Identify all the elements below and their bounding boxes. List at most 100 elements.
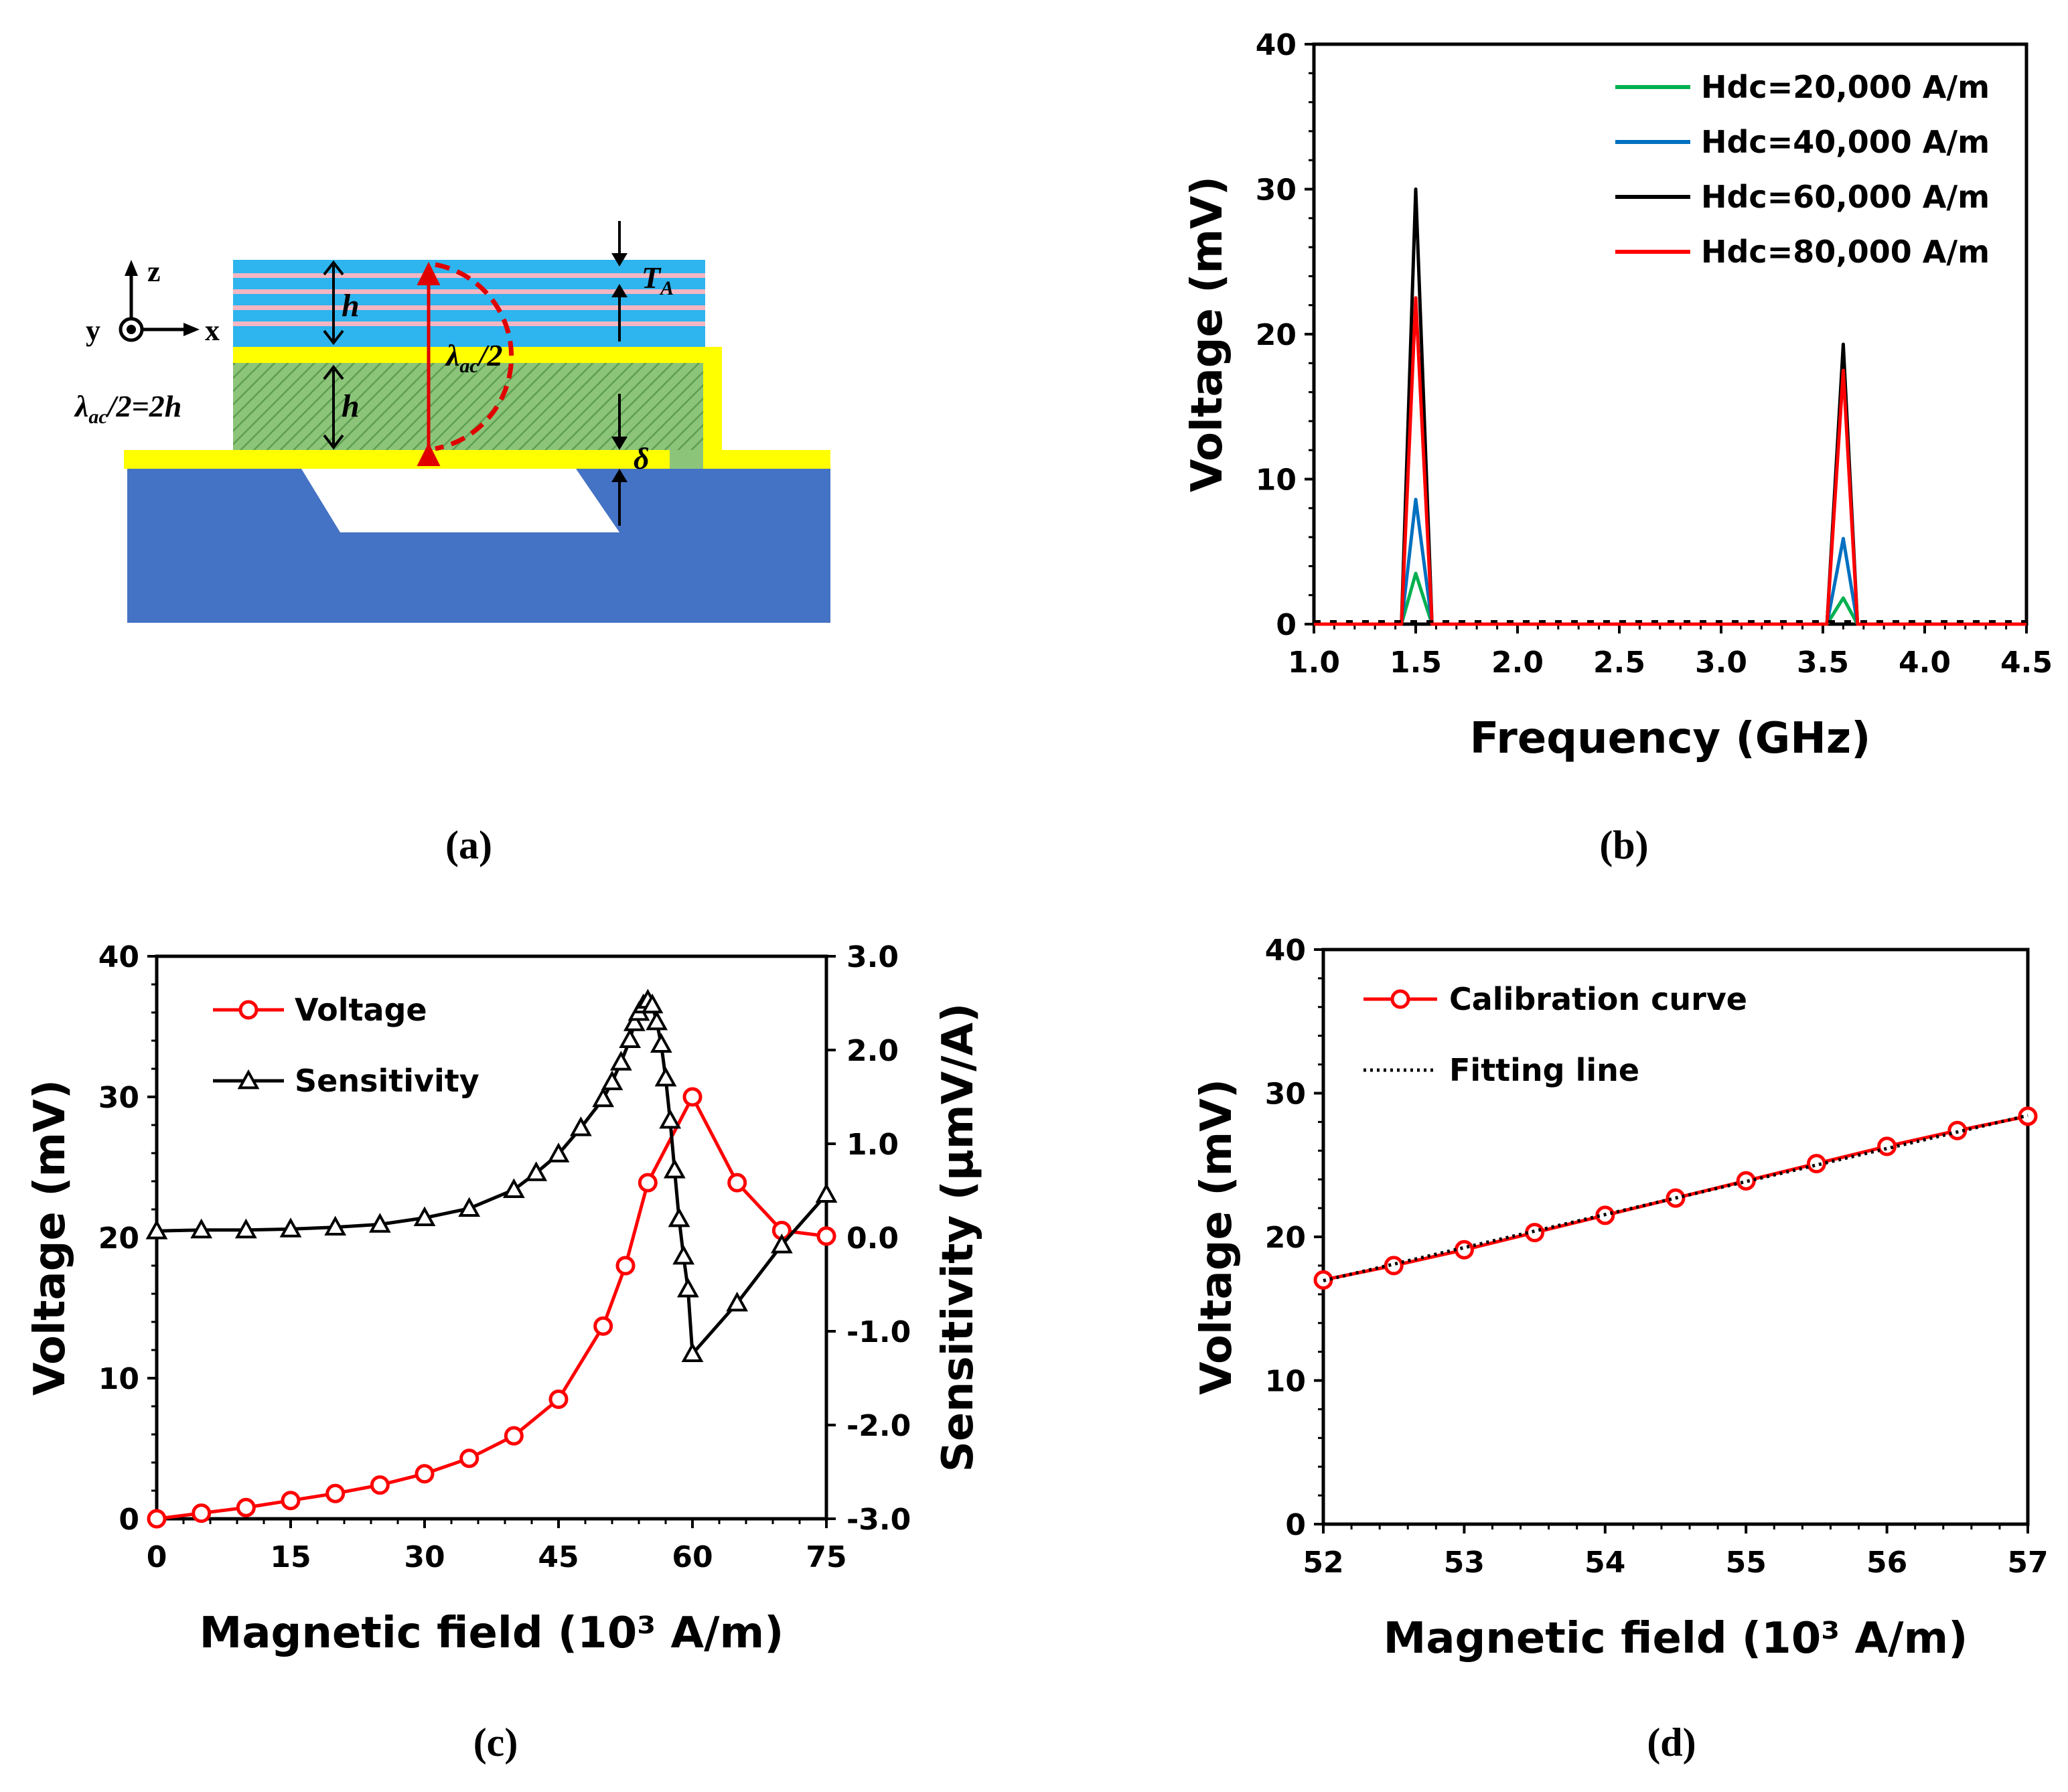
y-tick-label-d: 0 xyxy=(1285,1508,1306,1542)
data-point-c-sensitivity xyxy=(676,1277,699,1298)
panel-b-frequency-chart: 1.0 1.5 2.0 2.5 3.0 3.5 4.0 4.5 0 10 20 30 40 Frequen… xyxy=(1183,28,2053,763)
delta-marker: δ xyxy=(611,394,650,526)
multilayer xyxy=(233,260,705,347)
x-tick-label-b: 3.0 xyxy=(1695,646,1747,680)
legend-label-b-1: Hdc=40,000 A/m xyxy=(1701,124,1990,160)
data-point-c-voltage xyxy=(147,1509,167,1529)
data-point-c-voltage xyxy=(615,1256,636,1276)
series-line-c-sensitivity xyxy=(156,998,828,1356)
data-point-d-calibration-curve xyxy=(1877,1136,1897,1156)
y2-tick-label-c: 3.0 xyxy=(846,940,899,974)
data-point-c-sensitivity xyxy=(569,1116,592,1136)
y-axis-label: y xyxy=(86,314,100,347)
plot-frame-d xyxy=(1321,948,2030,1526)
lambda-half-arrow: λac/2 xyxy=(417,262,514,466)
x-tick-label-c: 60 xyxy=(672,1540,713,1574)
x-axis-title-d: Magnetic field (10³ A/m) xyxy=(1384,1614,1968,1663)
caption-a: (a) xyxy=(445,823,492,867)
series-line-b-hdc-80-000-a-m xyxy=(1314,296,2026,626)
data-point-c-sensitivity xyxy=(190,1218,213,1239)
data-point-c-sensitivity xyxy=(413,1206,436,1226)
data-point-d-calibration-curve xyxy=(1384,1256,1404,1276)
legend-label-b-3: Hdc=80,000 A/m xyxy=(1701,234,1990,270)
z-axis-label: z xyxy=(147,255,161,288)
panel-d-calibration-chart: 52 53 54 55 56 57 0 10 20 30 40 Magnetic field (10³… xyxy=(1192,934,2049,1663)
data-point-c-voltage xyxy=(192,1503,212,1523)
series-line-d-fitting-line xyxy=(1323,1114,2028,1282)
y-tick-label-c: 20 xyxy=(98,1221,139,1256)
x-tick-label-d: 52 xyxy=(1303,1546,1343,1580)
data-point-c-sensitivity xyxy=(368,1213,391,1233)
legend-label-c-0: Voltage xyxy=(295,992,427,1028)
data-point-c-voltage xyxy=(281,1491,301,1511)
y-axis-title-c: Voltage (mV) xyxy=(25,1079,75,1396)
x-axis-title-c: Magnetic field (10³ A/m) xyxy=(200,1609,784,1658)
y2-tick-label-c: -2.0 xyxy=(846,1409,911,1443)
y-tick-label-b: 20 xyxy=(1256,318,1297,352)
data-point-c-sensitivity xyxy=(619,1028,642,1048)
coordinate-axes: z y x xyxy=(86,255,220,347)
legend-marker-d-0 xyxy=(1390,989,1410,1009)
caption-b: (b) xyxy=(1599,823,1648,867)
data-point-c-voltage xyxy=(638,1173,658,1193)
y-tick-label-d: 20 xyxy=(1265,1221,1306,1255)
data-point-c-sensitivity xyxy=(815,1183,838,1203)
data-point-c-sensitivity xyxy=(659,1108,682,1129)
y-tick-label-d: 40 xyxy=(1265,934,1306,968)
lambda-equation-label: λac/2=2h xyxy=(74,389,181,428)
x-tick-label-c: 0 xyxy=(147,1540,167,1574)
y-axis-title-b: Voltage (mV) xyxy=(1183,176,1232,492)
data-point-c-voltage xyxy=(236,1497,256,1517)
y-tick-label-b: 30 xyxy=(1256,173,1297,208)
y-tick-label-b: 10 xyxy=(1256,463,1297,498)
x-axis-label: x xyxy=(205,314,220,347)
side-electrode xyxy=(703,347,722,469)
x-tick-label-d: 56 xyxy=(1866,1546,1907,1580)
data-point-d-calibration-curve xyxy=(1806,1154,1826,1174)
data-point-c-sensitivity xyxy=(601,1070,623,1090)
x-tick-label-b: 4.0 xyxy=(1899,646,1951,680)
h-label-bottom: h xyxy=(342,388,360,424)
x-tick-label-b: 1.0 xyxy=(1288,646,1340,680)
x-tick-label-b: 2.5 xyxy=(1593,646,1645,680)
y-tick-label-c: 40 xyxy=(98,940,139,974)
legend-label-d-1: Fitting line xyxy=(1449,1052,1639,1088)
data-point-c-sensitivity xyxy=(650,1033,672,1053)
cavity xyxy=(301,469,619,532)
bottom-electrode xyxy=(124,450,830,469)
data-point-c-sensitivity xyxy=(623,1011,646,1031)
delta-label: δ xyxy=(634,441,650,475)
x-tick-label-d: 55 xyxy=(1726,1546,1767,1580)
legend-marker-c-0 xyxy=(238,1000,258,1020)
panel-c-voltage-sensitivity-chart: 0 15 30 45 60 75 0 10 20 30 40 -3.0 -2.0 -1.0 0.0 1.0 2.… xyxy=(25,940,983,1658)
series-line-b-hdc-20-000-a-m xyxy=(1314,571,2026,626)
data-point-c-sensitivity xyxy=(641,993,664,1014)
series-line-b-hdc-40-000-a-m xyxy=(1314,498,2026,626)
data-point-c-sensitivity xyxy=(458,1197,481,1217)
data-point-c-sensitivity xyxy=(547,1142,570,1163)
data-point-c-sensitivity xyxy=(279,1217,302,1238)
series-line-c-voltage xyxy=(156,1095,827,1521)
legend-label-d-0: Calibration curve xyxy=(1449,981,1747,1017)
panel-a-schematic: z y x h h TA xyxy=(74,221,830,867)
data-point-c-sensitivity xyxy=(726,1291,749,1312)
data-point-c-sensitivity xyxy=(654,1066,677,1087)
x-tick-label-d: 54 xyxy=(1584,1546,1625,1580)
legend-label-b-0: Hdc=20,000 A/m xyxy=(1701,69,1990,105)
h-label-top: h xyxy=(342,288,360,323)
data-point-c-voltage xyxy=(459,1448,479,1469)
data-point-c-sensitivity xyxy=(145,1219,168,1240)
x-axis-title-b: Frequency (GHz) xyxy=(1470,714,1871,763)
caption-c: (c) xyxy=(473,1720,518,1765)
data-point-c-voltage xyxy=(415,1464,435,1484)
data-point-c-sensitivity xyxy=(502,1178,525,1198)
data-point-c-sensitivity xyxy=(324,1215,347,1236)
caption-d: (d) xyxy=(1647,1720,1696,1765)
legend-label-b-2: Hdc=60,000 A/m xyxy=(1701,179,1990,215)
x-tick-label-c: 15 xyxy=(270,1540,311,1574)
x-tick-label-c: 30 xyxy=(404,1540,445,1574)
data-point-c-sensitivity xyxy=(668,1207,690,1227)
lambda-half-label: λac/2 xyxy=(445,338,503,377)
data-point-c-voltage xyxy=(727,1173,747,1193)
